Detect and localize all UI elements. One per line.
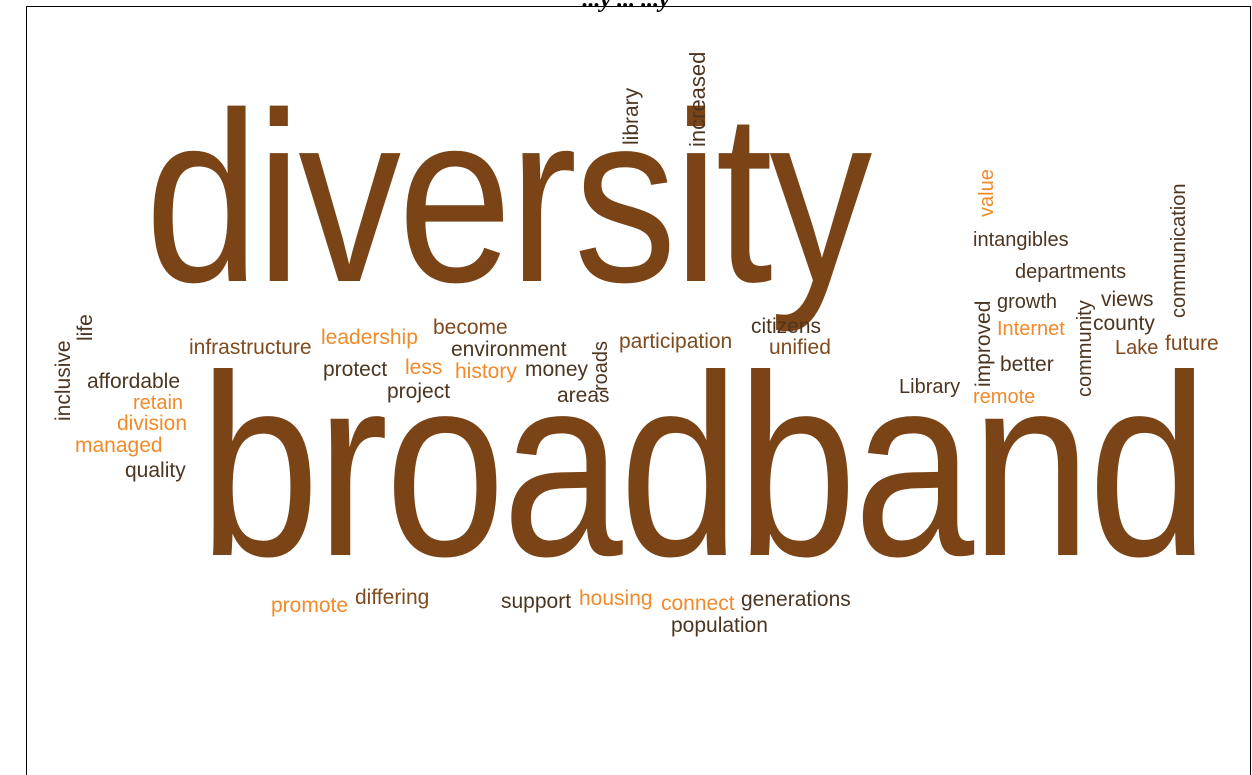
word-unified: unified: [769, 336, 831, 359]
word-managed: managed: [75, 434, 163, 457]
word-library: library: [620, 87, 643, 145]
word-library-cap: Library: [899, 376, 961, 398]
word-lake: Lake: [1115, 337, 1159, 359]
word-division: division: [117, 412, 188, 435]
word-become: become: [433, 316, 508, 339]
word-quality: quality: [125, 459, 186, 482]
word-project: project: [387, 380, 451, 403]
word-less: less: [405, 356, 443, 379]
word-county: county: [1093, 312, 1155, 335]
word-differing: differing: [355, 586, 430, 609]
word-improved: improved: [972, 300, 995, 387]
word-broadband: broadband: [199, 321, 1209, 610]
word-community: community: [1074, 300, 1096, 397]
word-areas: areas: [557, 384, 610, 407]
word-better: better: [1000, 353, 1054, 376]
word-infrastructure: infrastructure: [189, 336, 312, 359]
word-history: history: [455, 360, 517, 383]
word-inclusive: inclusive: [52, 340, 75, 421]
word-housing: housing: [579, 587, 653, 610]
word-connect: connect: [661, 592, 735, 615]
word-internet: Internet: [997, 318, 1065, 340]
word-remote: remote: [973, 386, 1036, 408]
word-increased: increased: [685, 51, 710, 147]
word-participation: participation: [619, 330, 733, 353]
word-communication: communication: [1168, 183, 1190, 318]
word-views: views: [1101, 288, 1154, 311]
word-promote: promote: [271, 594, 349, 617]
word-intangibles: intangibles: [973, 229, 1069, 251]
word-diversity: diversity: [145, 63, 872, 333]
word-affordable: affordable: [87, 370, 181, 393]
word-population: population: [671, 614, 768, 637]
word-departments: departments: [1015, 261, 1127, 283]
word-citizens: citizens: [751, 315, 822, 338]
word-money: money: [525, 358, 589, 381]
word-future: future: [1165, 332, 1219, 355]
word-growth: growth: [997, 291, 1058, 313]
word-cloud: diversity broadband library increased va…: [26, 6, 1251, 775]
word-support: support: [501, 590, 572, 613]
word-protect: protect: [323, 358, 388, 381]
word-environment: environment: [451, 338, 567, 361]
word-generations: generations: [741, 588, 851, 611]
word-retain: retain: [133, 392, 184, 414]
word-life: life: [74, 314, 97, 341]
word-leadership: leadership: [321, 326, 418, 349]
word-value: value: [976, 169, 998, 217]
